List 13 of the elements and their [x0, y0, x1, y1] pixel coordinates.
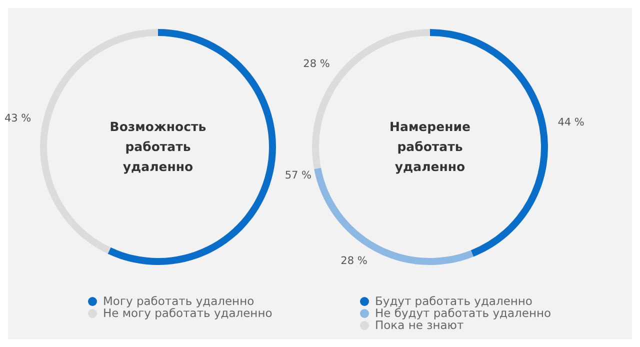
- data-label: 57 %: [284, 169, 312, 182]
- text: Возможность работать удаленно: [108, 118, 208, 176]
- donut-slice: [108, 29, 276, 265]
- data-label: 28 %: [340, 254, 368, 267]
- legend-label: Пока не знают: [375, 318, 464, 332]
- text: Намерение работать удаленно: [388, 118, 472, 176]
- data-label: 28 %: [303, 58, 330, 70]
- legend-label: Могу работать удаленно: [103, 294, 254, 308]
- legend-label: Будут работать удаленно: [375, 294, 532, 308]
- data-label: 43 %: [4, 112, 32, 125]
- data-label: 44 %: [558, 116, 584, 129]
- legend-label: Не будут работать удаленно: [375, 306, 552, 320]
- legend-label: Не могу работать удаленно: [103, 306, 272, 320]
